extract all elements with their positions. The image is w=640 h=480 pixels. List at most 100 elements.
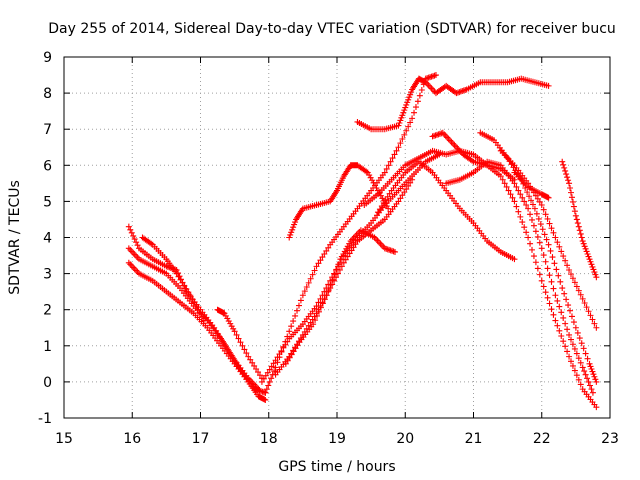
data-point <box>195 306 202 313</box>
data-point <box>262 396 269 403</box>
data-point <box>515 187 522 194</box>
y-tick-label: 0 <box>43 375 52 391</box>
data-point <box>587 312 594 319</box>
data-point <box>400 109 407 116</box>
data-point <box>290 348 297 355</box>
y-tick-label: -1 <box>38 411 52 427</box>
data-point <box>288 351 295 358</box>
data-point <box>378 203 385 210</box>
data-point <box>407 91 414 98</box>
data-point <box>534 233 541 240</box>
data-point <box>579 364 586 371</box>
data-point <box>582 371 589 378</box>
data-point <box>539 226 546 233</box>
series-arc-15 <box>443 158 596 396</box>
data-point <box>575 287 582 294</box>
data-point <box>334 270 341 277</box>
data-point <box>588 261 595 268</box>
data-point <box>549 254 556 261</box>
data-point <box>239 342 246 349</box>
data-point <box>387 158 394 165</box>
data-point <box>247 356 254 363</box>
data-point <box>519 219 526 226</box>
data-point <box>555 272 562 279</box>
data-point <box>312 317 319 324</box>
data-point <box>398 114 405 121</box>
data-point <box>573 372 580 379</box>
data-point <box>286 234 293 241</box>
series-arc-18 <box>511 169 552 201</box>
data-point <box>403 186 410 193</box>
data-point <box>519 194 526 201</box>
data-point <box>282 360 289 367</box>
y-tick-label: 7 <box>43 122 52 138</box>
data-point <box>580 240 587 247</box>
data-point <box>276 351 283 358</box>
data-point <box>566 266 573 273</box>
data-point <box>586 360 593 367</box>
data-point <box>295 302 302 309</box>
data-point <box>301 288 308 295</box>
data-point <box>568 194 575 201</box>
data-point <box>403 101 410 108</box>
data-point <box>551 260 558 267</box>
data-point <box>525 205 532 212</box>
data-point <box>527 211 534 218</box>
data-point <box>392 248 399 255</box>
data-point <box>280 344 287 351</box>
data-point <box>407 119 414 126</box>
series-arc-3 <box>125 259 269 403</box>
data-point <box>521 224 528 231</box>
data-point <box>585 308 592 315</box>
y-tick-label: 6 <box>43 158 52 174</box>
data-point <box>566 353 573 360</box>
data-point <box>287 231 294 238</box>
data-point <box>401 131 408 138</box>
y-tick-label: 3 <box>43 267 52 283</box>
data-point <box>317 304 324 311</box>
data-point <box>524 189 531 196</box>
data-point <box>133 239 140 246</box>
data-point <box>263 386 270 393</box>
data-point <box>407 179 414 186</box>
y-tick-label: 4 <box>43 231 52 247</box>
data-point <box>566 331 573 338</box>
data-point <box>541 231 548 238</box>
data-point <box>499 176 506 183</box>
data-point <box>411 109 418 116</box>
data-point <box>130 232 137 239</box>
data-point <box>256 372 263 379</box>
data-point <box>533 210 540 217</box>
data-point <box>291 221 298 228</box>
data-point <box>573 350 580 357</box>
data-point <box>562 257 569 264</box>
data-point <box>380 199 387 206</box>
data-point <box>414 98 421 105</box>
data-series <box>125 72 600 411</box>
data-point <box>307 275 314 282</box>
data-point <box>221 341 228 348</box>
data-point <box>384 193 391 200</box>
data-point <box>237 339 244 346</box>
data-point <box>251 362 258 369</box>
x-tick-label: 18 <box>260 431 278 447</box>
data-point <box>333 266 340 273</box>
data-point <box>577 230 584 237</box>
data-point <box>331 271 338 278</box>
data-point <box>401 189 408 196</box>
data-point <box>542 211 549 218</box>
data-point <box>286 354 293 361</box>
data-point <box>550 229 557 236</box>
data-point <box>575 223 582 230</box>
data-point <box>346 250 353 257</box>
data-point <box>511 198 518 205</box>
data-point <box>591 269 598 276</box>
data-point <box>264 369 271 376</box>
data-point <box>406 94 413 101</box>
data-point <box>125 223 132 230</box>
data-point <box>553 266 560 273</box>
data-point <box>382 196 389 203</box>
data-point <box>581 299 588 306</box>
data-point <box>559 285 566 292</box>
data-point <box>418 87 425 94</box>
